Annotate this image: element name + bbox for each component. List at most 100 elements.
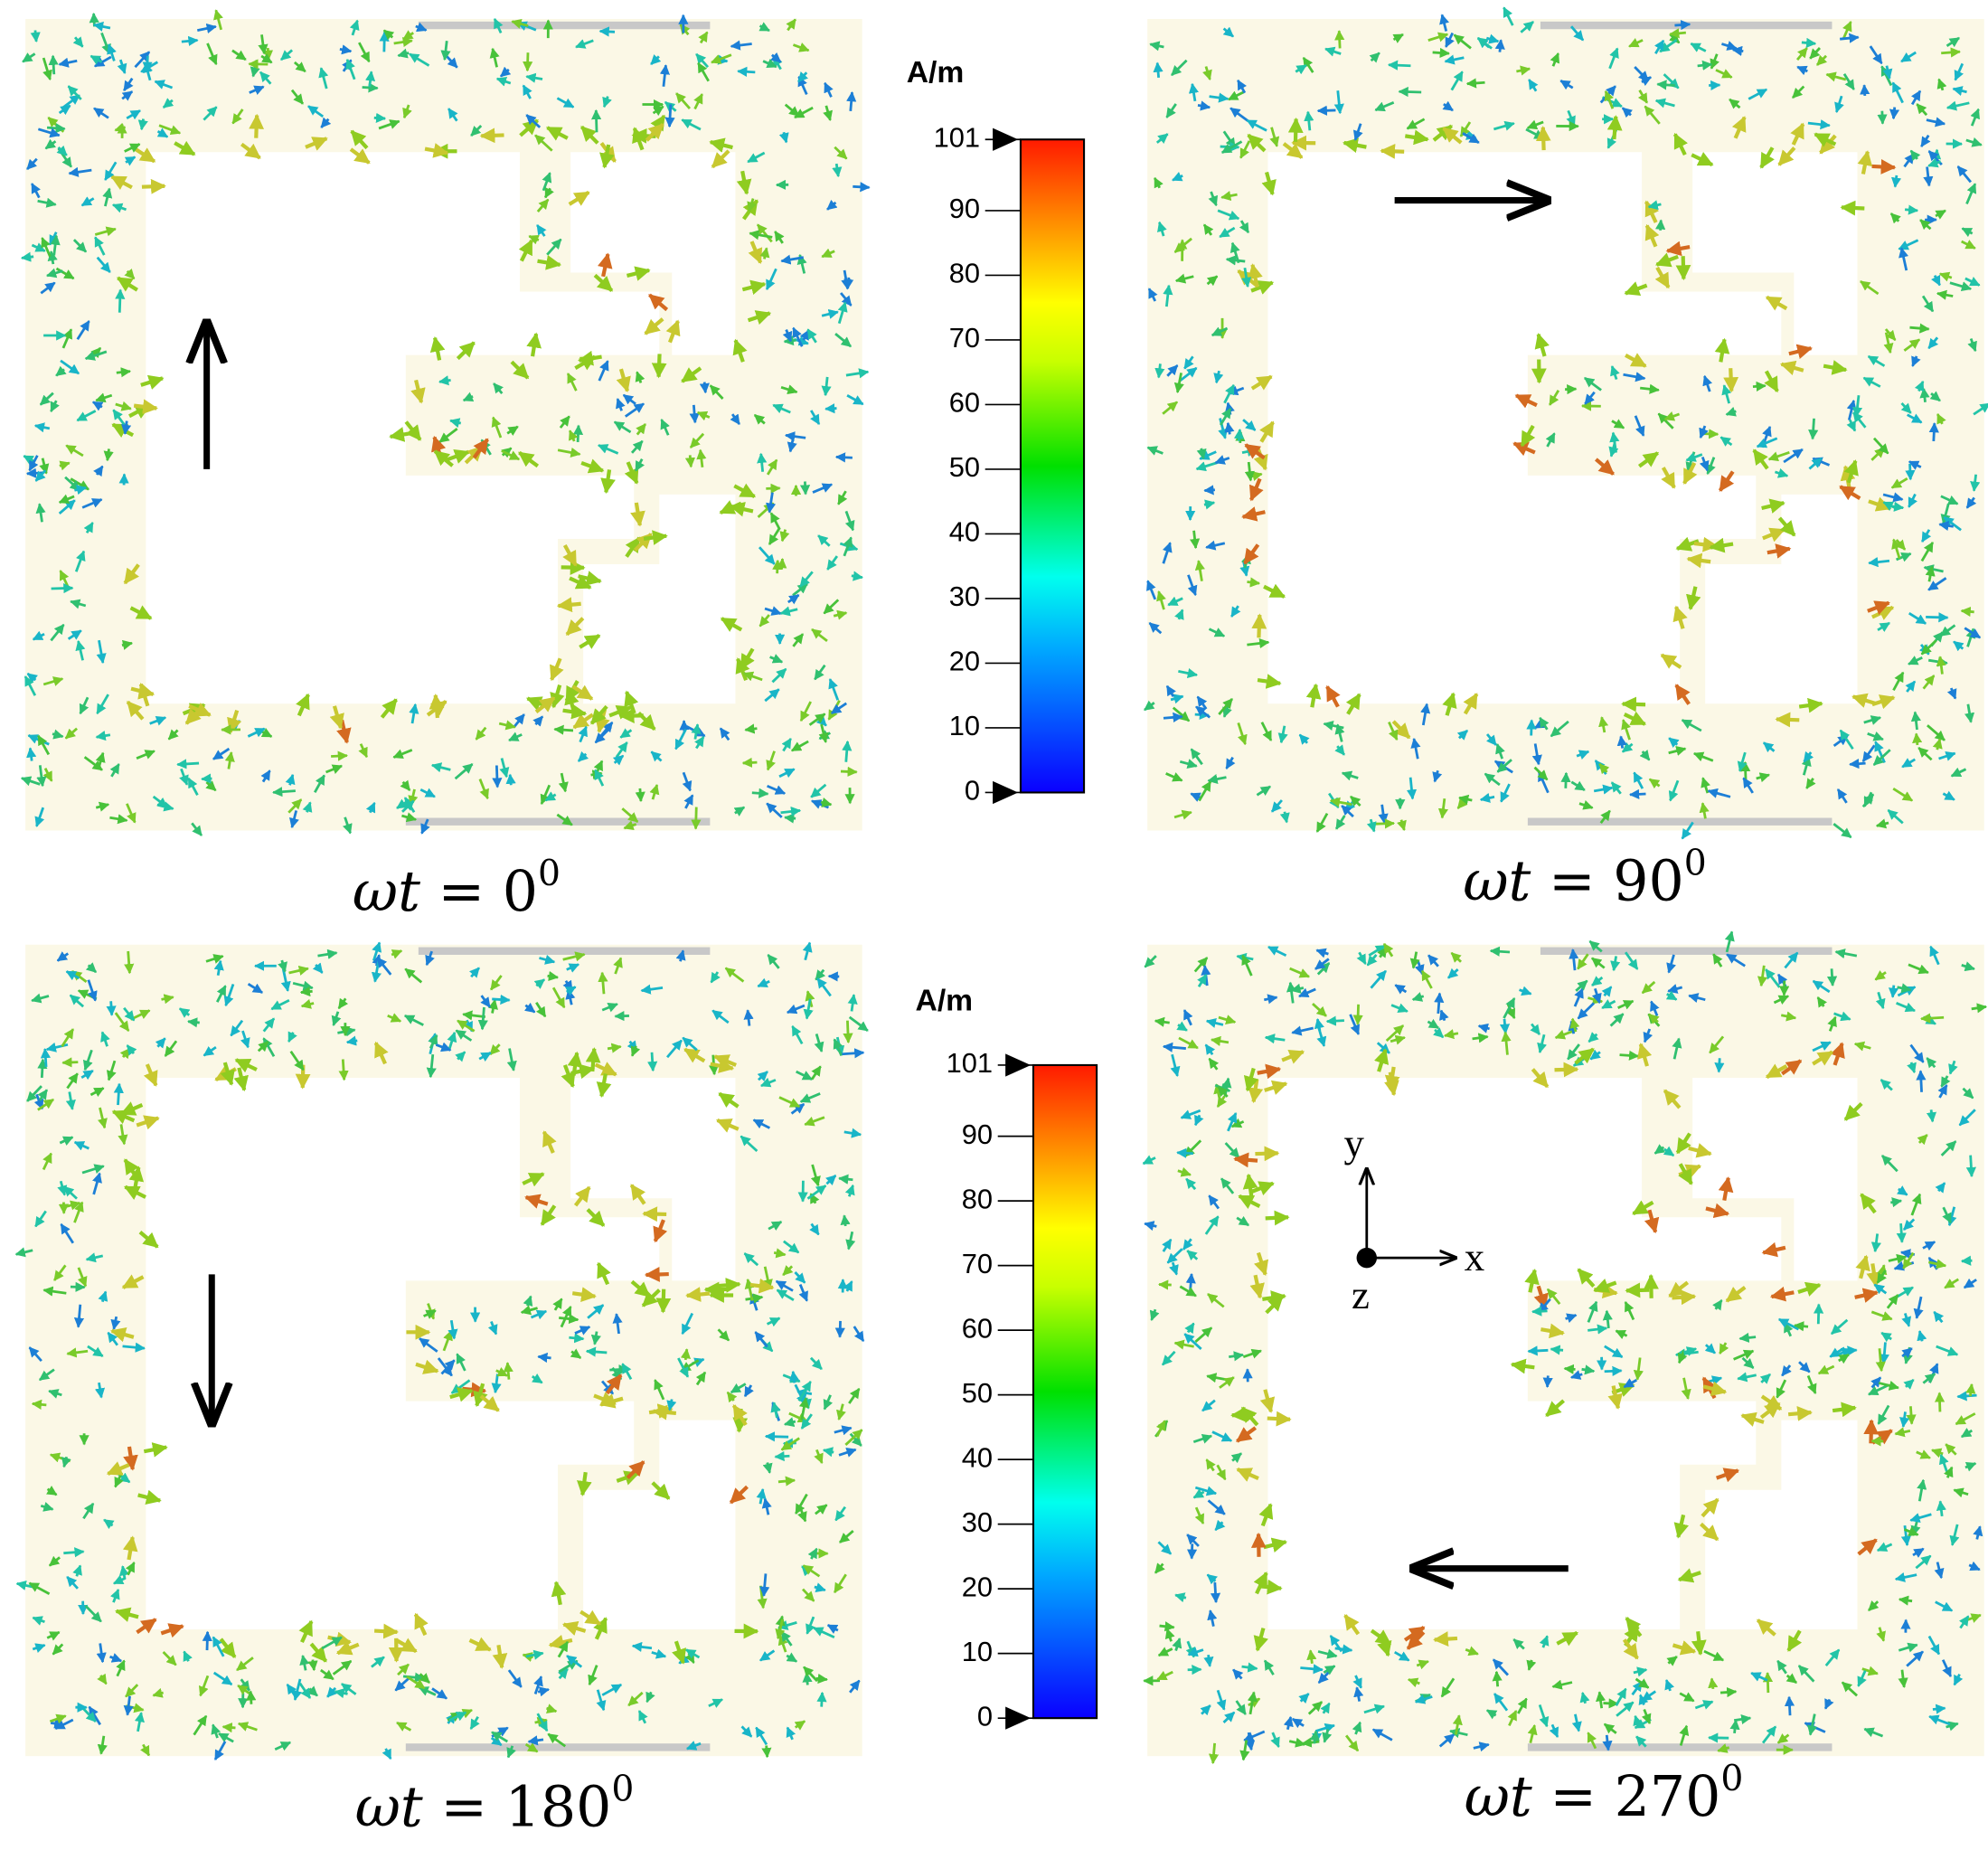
current-arrow [1946, 36, 1961, 48]
current-arrow [37, 197, 57, 208]
current-arrow [579, 125, 599, 145]
current-arrow [320, 117, 332, 128]
current-arrow [1563, 1364, 1576, 1374]
current-arrow [302, 801, 313, 813]
current-arrow [1927, 724, 1946, 741]
slot [570, 152, 736, 355]
current-arrow [753, 413, 766, 425]
current-arrow [42, 768, 53, 782]
current-arrow [1625, 1282, 1650, 1298]
current-arrow [410, 379, 426, 404]
caption: ωt = 2700 [1465, 1759, 1744, 1829]
current-arrow [1954, 62, 1964, 81]
current-arrow [196, 23, 217, 33]
current-arrow [55, 267, 75, 280]
current-arrow [213, 9, 223, 31]
current-arrow [1871, 159, 1897, 175]
current-arrow [1165, 772, 1183, 782]
current-arrow [1569, 25, 1585, 42]
current-arrow [730, 40, 752, 51]
current-arrow [187, 777, 199, 796]
current-arrow [1247, 577, 1261, 588]
current-arrow [1686, 552, 1711, 569]
current-arrow [107, 43, 117, 61]
current-arrow [784, 103, 800, 118]
current-arrow [48, 54, 59, 75]
slot [1705, 494, 1858, 704]
current-arrow [636, 423, 647, 436]
current-arrow [659, 64, 670, 87]
current-arrow [1352, 1004, 1363, 1025]
current-arrow [799, 481, 811, 496]
current-arrow [491, 416, 503, 439]
current-arrow [1961, 240, 1976, 250]
current-arrow [732, 338, 748, 363]
current-arrow [543, 186, 554, 199]
current-arrow [1784, 1695, 1795, 1716]
current-arrow [1892, 788, 1914, 802]
current-arrow [1230, 107, 1249, 122]
current-arrow [93, 465, 104, 477]
current-arrow [572, 713, 594, 730]
current-arrow [556, 813, 573, 826]
current-arrow [1179, 759, 1198, 769]
axis-label: x [1465, 1234, 1484, 1279]
current-arrow [1906, 1406, 1917, 1425]
current-arrow [585, 1346, 608, 1357]
current-arrow [22, 52, 36, 63]
colorbar [1032, 1063, 1098, 1720]
current-arrow [792, 326, 804, 347]
slot [1267, 152, 1782, 704]
current-arrow [1378, 804, 1389, 825]
current-arrow [329, 705, 344, 730]
current-arrow [1900, 402, 1912, 414]
current-arrow [650, 53, 662, 66]
current-arrow [20, 776, 41, 787]
current-arrow [92, 21, 111, 32]
current-arrow [758, 546, 776, 565]
current-arrow [1661, 467, 1676, 489]
current-arrow [823, 599, 840, 615]
current-arrow [382, 29, 395, 41]
current-arrow [733, 483, 757, 499]
current-arrow [1251, 613, 1267, 638]
current-arrow [565, 617, 585, 637]
current-arrow [1187, 574, 1198, 597]
current-arrow [65, 444, 84, 458]
current-arrow [401, 812, 418, 823]
current-arrow [34, 807, 45, 827]
current-arrow [749, 230, 773, 241]
current-arrow [20, 251, 34, 262]
current-arrow [508, 732, 523, 742]
current-arrow [558, 772, 569, 793]
current-arrow [259, 71, 272, 85]
current-arrow [590, 109, 602, 133]
current-arrow [580, 458, 605, 474]
current-arrow [764, 1431, 789, 1442]
current-arrow [493, 382, 504, 394]
current-arrow [1634, 415, 1645, 437]
current-arrow [1795, 47, 1808, 61]
current-arrow [34, 469, 47, 482]
current-arrow [420, 818, 430, 835]
current-arrow [1533, 766, 1549, 781]
current-arrow [818, 723, 829, 743]
current-arrow [224, 750, 235, 769]
current-arrow [42, 676, 64, 686]
current-arrow [1807, 119, 1831, 130]
current-arrow [1764, 370, 1779, 393]
current-arrow [830, 702, 848, 715]
current-arrow [1926, 612, 1949, 623]
current-arrow [50, 623, 65, 642]
current-arrow [1163, 284, 1173, 307]
current-arrow [834, 333, 852, 348]
current-arrow [834, 1320, 845, 1338]
current-arrow [58, 104, 71, 116]
current-arrow [1628, 788, 1646, 799]
current-arrow [1604, 1365, 1623, 1376]
current-arrow [392, 749, 413, 760]
current-arrow [123, 77, 134, 91]
current-arrow [456, 341, 476, 361]
current-panel [1142, 930, 1988, 1765]
